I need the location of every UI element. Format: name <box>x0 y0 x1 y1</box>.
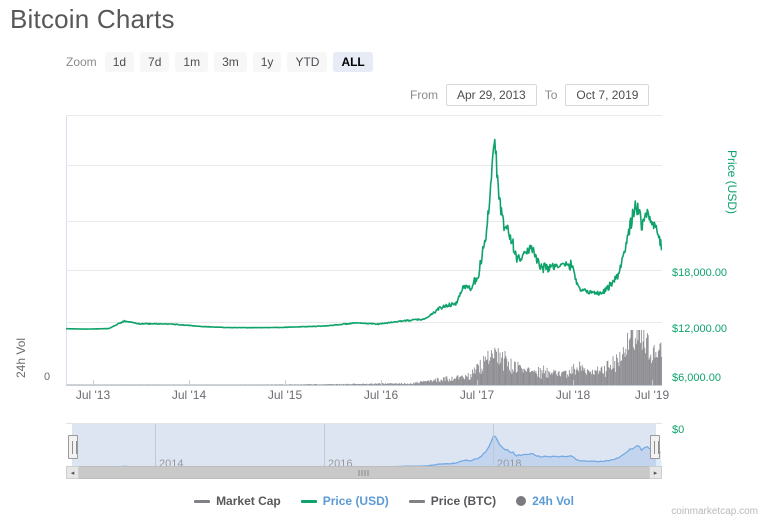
scrollbar-track[interactable] <box>79 466 649 479</box>
legend-item-price-usd[interactable]: Price (USD) <box>300 494 389 508</box>
x-axis-label-jul18: Jul '18 <box>555 388 591 402</box>
y-axis-title-price: Price (USD) <box>725 150 739 215</box>
x-tick <box>652 380 653 386</box>
navigator-gridline <box>493 424 494 472</box>
date-range-controls: From Apr 29, 2013 To Oct 7, 2019 <box>410 84 650 106</box>
scrollbar-right-arrow[interactable]: ▸ <box>649 466 662 479</box>
zoom-label: Zoom <box>66 55 97 69</box>
range-button-3m[interactable]: 3m <box>214 52 247 72</box>
to-label: To <box>544 88 558 102</box>
from-label: From <box>410 88 438 102</box>
range-button-1d[interactable]: 1d <box>104 52 135 72</box>
navigator-right-handle[interactable] <box>650 435 660 459</box>
x-axis-label-jul19: Jul '19 <box>634 388 670 402</box>
range-selector: Zoom 1d 7d 1m 3m 1y YTD ALL <box>66 52 373 72</box>
x-tick <box>93 380 94 386</box>
x-axis-label-jul16: Jul '16 <box>363 388 399 402</box>
legend-dot-icon <box>516 496 527 506</box>
scrollbar-grip[interactable] <box>358 469 370 476</box>
x-axis-label-jul17: Jul '17 <box>459 388 495 402</box>
legend-item-price-btc[interactable]: Price (BTC) <box>408 494 497 508</box>
page-title: Bitcoin Charts <box>10 4 175 34</box>
from-date-input[interactable]: Apr 29, 2013 <box>446 84 537 106</box>
legend-line-icon <box>408 499 425 503</box>
legend-label: Price (BTC) <box>430 494 497 508</box>
chart-canvas[interactable]: $18,000.00 $12,000.00 $6,000.00 $0 <box>0 108 768 436</box>
navigator-top-border <box>66 423 662 424</box>
navigator-gridline <box>324 424 325 472</box>
x-tick <box>285 380 286 386</box>
chart-scrollbar[interactable]: ◂ ▸ <box>66 466 662 479</box>
x-tick <box>189 380 190 386</box>
gridline-12000 <box>66 221 662 222</box>
gridline-6000 <box>66 270 662 271</box>
chart-legend: Market Cap Price (USD) Price (BTC) 24h V… <box>0 494 768 508</box>
watermark: coinmarketcap.com <box>671 506 758 517</box>
volume-axis-zero: 0 <box>44 371 51 383</box>
y-axis-label-6000: $6,000.00 <box>672 372 721 384</box>
legend-label: Market Cap <box>216 494 281 508</box>
legend-label: 24h Vol <box>532 494 574 508</box>
legend-item-market-cap[interactable]: Market Cap <box>194 494 281 508</box>
gridline-18000 <box>66 165 662 166</box>
navigator[interactable]: 2014 2016 2018 <box>66 424 662 472</box>
y-axis-label-0: $0 <box>672 424 685 436</box>
to-date-input[interactable]: Oct 7, 2019 <box>565 84 650 106</box>
x-axis-label-jul15: Jul '15 <box>267 388 303 402</box>
range-button-1m[interactable]: 1m <box>175 52 209 72</box>
range-button-ytd[interactable]: YTD <box>287 52 328 72</box>
y-axis-label-12000: $12,000.00 <box>672 323 728 335</box>
y-axis-line <box>66 115 67 385</box>
x-axis-label-jul13: Jul '13 <box>75 388 111 402</box>
price-series <box>66 138 662 330</box>
x-axis-label-jul14: Jul '14 <box>171 388 207 402</box>
range-button-7d[interactable]: 7d <box>140 52 170 72</box>
scrollbar-left-arrow[interactable]: ◂ <box>66 466 79 479</box>
x-axis-line <box>66 385 662 386</box>
navigator-gridline <box>155 424 156 472</box>
range-button-1y[interactable]: 1y <box>252 52 282 72</box>
navigator-left-handle[interactable] <box>68 435 78 459</box>
range-button-all[interactable]: ALL <box>333 52 373 72</box>
x-tick <box>573 380 574 386</box>
legend-line-icon <box>194 499 211 503</box>
legend-line-icon <box>300 499 317 503</box>
legend-item-24h-vol[interactable]: 24h Vol <box>516 494 574 508</box>
legend-label: Price (USD) <box>322 494 389 508</box>
gridline-top <box>66 115 662 116</box>
y-axis-title-volume: 24h Vol <box>14 337 28 378</box>
x-tick <box>477 380 478 386</box>
y-axis-label-18000: $18,000.00 <box>672 267 728 279</box>
x-tick <box>381 380 382 386</box>
volume-series <box>66 330 662 385</box>
